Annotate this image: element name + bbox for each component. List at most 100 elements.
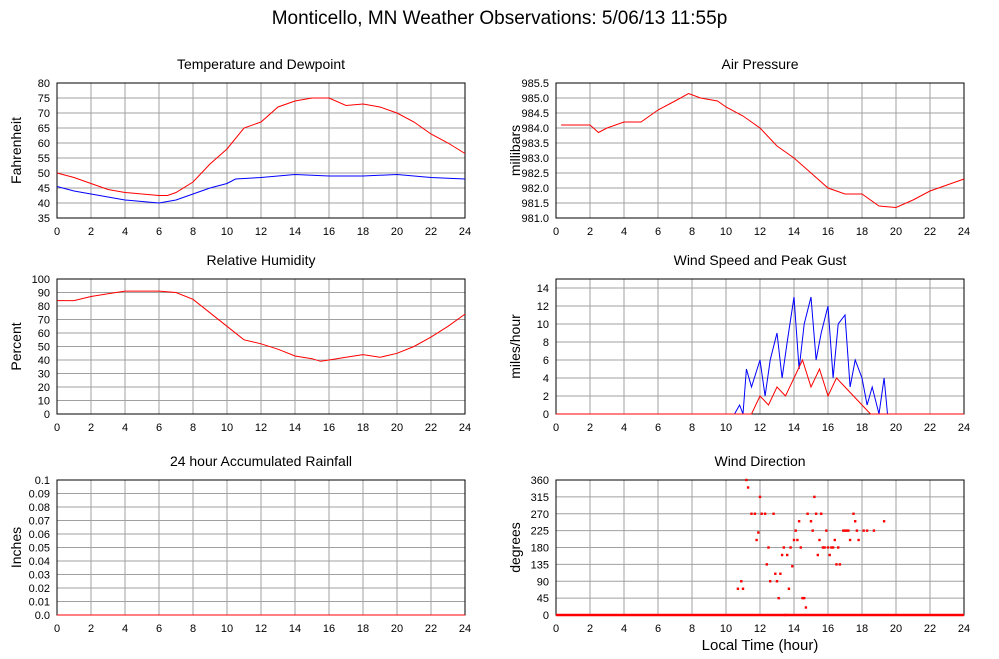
x-tick-label: 16 <box>822 422 834 434</box>
scatter-point <box>837 546 840 549</box>
scatter-point <box>842 529 845 532</box>
y-axis-label: Fahrenheit <box>8 117 24 184</box>
x-tick-label: 6 <box>156 623 162 635</box>
x-tick-label: 0 <box>553 623 559 635</box>
x-tick-label: 24 <box>958 623 970 635</box>
scatter-point <box>758 495 762 499</box>
x-tick-label: 16 <box>323 623 335 635</box>
scatter-point <box>745 478 748 482</box>
y-tick-label: 45 <box>537 593 549 605</box>
x-tick-label: 20 <box>391 623 403 635</box>
scatter-point <box>755 538 758 542</box>
x-tick-label: 6 <box>156 422 162 434</box>
scatter-point <box>775 580 779 583</box>
x-tick-label: 4 <box>621 422 627 434</box>
scatter-point <box>845 529 848 532</box>
scatter-point <box>833 538 836 542</box>
x-tick-label: 0 <box>54 422 60 434</box>
x-tick-label: 2 <box>88 623 94 635</box>
y-tick-label: 0 <box>543 409 549 421</box>
chart-title: Air Pressure <box>721 56 798 72</box>
y-axis-label: miles/hour <box>507 314 523 379</box>
y-tick-label: 4 <box>543 373 549 385</box>
scatter-point <box>831 546 835 549</box>
y-tick-label: 10 <box>38 396 50 408</box>
y-tick-label: 10 <box>537 319 549 331</box>
x-tick-label: 2 <box>587 226 593 238</box>
x-tick-label: 6 <box>655 422 661 434</box>
x-tick-label: 22 <box>425 422 437 434</box>
y-tick-label: 180 <box>531 543 549 555</box>
scatter-point <box>852 512 855 515</box>
x-tick-label: 20 <box>890 226 902 238</box>
y-tick-label: 0.02 <box>29 583 50 595</box>
scatter-point <box>809 520 813 523</box>
x-tick-label: 8 <box>190 623 196 635</box>
scatter-point <box>857 538 860 542</box>
x-tick-label: 4 <box>621 623 627 635</box>
y-tick-label: 981.0 <box>521 213 549 225</box>
scatter-point <box>789 546 792 549</box>
scatter-point <box>780 553 784 557</box>
scatter-point <box>757 531 760 534</box>
y-tick-label: 60 <box>38 138 50 150</box>
y-tick-label: 20 <box>38 382 50 394</box>
x-tick-label: 4 <box>122 226 128 238</box>
x-tick-label: 4 <box>122 422 128 434</box>
y-tick-label: 0.01 <box>29 597 50 609</box>
y-tick-label: 70 <box>38 108 50 120</box>
y-tick-label: 0 <box>44 409 50 421</box>
y-tick-label: 0 <box>543 610 549 622</box>
x-tick-label: 12 <box>255 226 267 238</box>
scatter-point <box>786 553 789 557</box>
x-tick-label: 18 <box>357 422 369 434</box>
y-tick-label: 50 <box>38 168 50 180</box>
y-tick-label: 0.03 <box>29 570 50 582</box>
scatter-point <box>782 546 785 549</box>
plot-frame <box>56 82 466 219</box>
x-tick-label: 8 <box>689 226 695 238</box>
scatter-point <box>823 546 826 549</box>
x-tick-label: 16 <box>323 422 335 434</box>
series-line <box>56 97 466 196</box>
scatter-point <box>804 606 808 609</box>
y-tick-label: 8 <box>543 337 549 349</box>
x-tick-label: 18 <box>357 226 369 238</box>
scatter-point <box>821 546 825 549</box>
y-tick-label: 984.5 <box>521 108 549 120</box>
y-tick-label: 0.1 <box>35 475 50 487</box>
x-tick-label: 12 <box>754 422 766 434</box>
x-tick-label: 8 <box>689 422 695 434</box>
y-tick-label: 80 <box>38 301 50 313</box>
x-tick-label: 14 <box>788 623 800 635</box>
y-tick-label: 135 <box>531 559 549 571</box>
y-tick-label: 90 <box>537 576 549 588</box>
scatter-point <box>765 563 768 566</box>
chart-title: Wind Direction <box>714 453 805 469</box>
scatter-point <box>820 512 823 515</box>
scatter-point <box>797 520 801 523</box>
x-tick-label: 4 <box>122 623 128 635</box>
y-tick-label: 14 <box>537 283 549 295</box>
scatter-point <box>854 520 857 523</box>
chart-title: Relative Humidity <box>207 252 316 268</box>
plot-frame <box>56 278 466 415</box>
x-tick-label: 22 <box>425 623 437 635</box>
x-tick-label: 14 <box>788 226 800 238</box>
y-tick-label: 360 <box>531 475 549 487</box>
x-tick-label: 16 <box>822 623 834 635</box>
scatter-point <box>813 495 816 499</box>
y-tick-label: 0.0 <box>35 610 50 622</box>
y-tick-label: 100 <box>32 274 50 286</box>
scatter-point <box>760 512 763 515</box>
y-tick-label: 270 <box>531 509 549 521</box>
y-tick-label: 0.07 <box>29 516 50 528</box>
y-tick-label: 50 <box>38 342 50 354</box>
x-tick-label: 8 <box>190 422 196 434</box>
x-tick-label: 0 <box>54 226 60 238</box>
y-tick-label: 982.0 <box>521 183 549 195</box>
series-line <box>556 296 964 415</box>
page-title: Monticello, MN Weather Observations: 5/0… <box>271 8 728 29</box>
